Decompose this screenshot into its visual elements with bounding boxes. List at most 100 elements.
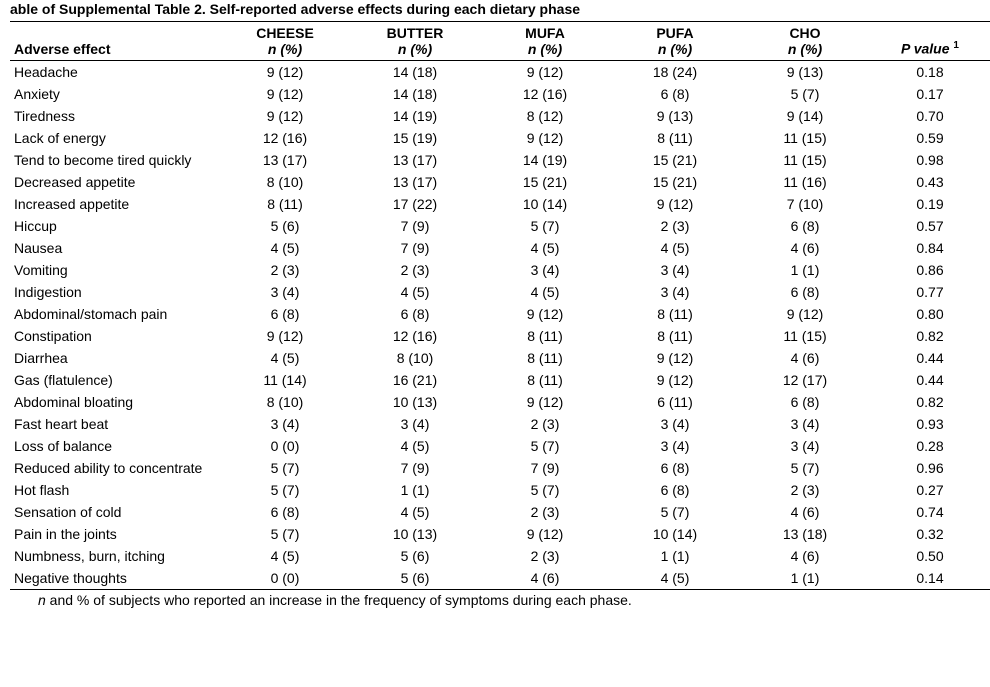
pvalue-cell: 0.77 <box>870 281 990 303</box>
value-cell: 8 (11) <box>480 347 610 369</box>
adverse-effects-table: Adverse effect CHEESE n (%) BUTTER n (%)… <box>10 21 990 590</box>
table-row: Tiredness9 (12)14 (19)8 (12)9 (13)9 (14)… <box>10 105 990 127</box>
adverse-effect-cell: Numbness, burn, itching <box>10 545 220 567</box>
value-cell: 6 (8) <box>740 215 870 237</box>
value-cell: 8 (11) <box>220 193 350 215</box>
value-cell: 4 (5) <box>350 435 480 457</box>
value-cell: 9 (12) <box>220 325 350 347</box>
value-cell: 15 (19) <box>350 127 480 149</box>
pvalue-cell: 0.50 <box>870 545 990 567</box>
value-cell: 4 (6) <box>740 545 870 567</box>
adverse-effect-cell: Indigestion <box>10 281 220 303</box>
pvalue-cell: 0.43 <box>870 171 990 193</box>
value-cell: 8 (12) <box>480 105 610 127</box>
value-cell: 12 (17) <box>740 369 870 391</box>
table-footnote: n and % of subjects who reported an incr… <box>10 590 980 608</box>
value-cell: 2 (3) <box>480 545 610 567</box>
pvalue-cell: 0.86 <box>870 259 990 281</box>
adverse-effect-cell: Hiccup <box>10 215 220 237</box>
pvalue-cell: 0.96 <box>870 457 990 479</box>
table-row: Reduced ability to concentrate5 (7)7 (9)… <box>10 457 990 479</box>
value-cell: 3 (4) <box>610 259 740 281</box>
value-cell: 4 (6) <box>740 237 870 259</box>
adverse-effect-cell: Constipation <box>10 325 220 347</box>
col-header-sub: n (%) <box>484 41 606 57</box>
value-cell: 3 (4) <box>740 435 870 457</box>
pvalue-cell: 0.93 <box>870 413 990 435</box>
adverse-effect-cell: Abdominal bloating <box>10 391 220 413</box>
value-cell: 8 (11) <box>480 325 610 347</box>
col-header-sub: n (%) <box>354 41 476 57</box>
value-cell: 0 (0) <box>220 567 350 590</box>
value-cell: 8 (10) <box>350 347 480 369</box>
pvalue-cell: 0.44 <box>870 347 990 369</box>
value-cell: 12 (16) <box>220 127 350 149</box>
pvalue-cell: 0.59 <box>870 127 990 149</box>
pvalue-cell: 0.80 <box>870 303 990 325</box>
value-cell: 1 (1) <box>740 259 870 281</box>
adverse-effect-cell: Abdominal/stomach pain <box>10 303 220 325</box>
value-cell: 0 (0) <box>220 435 350 457</box>
table-row: Gas (flatulence)11 (14)16 (21)8 (11)9 (1… <box>10 369 990 391</box>
value-cell: 2 (3) <box>740 479 870 501</box>
value-cell: 9 (13) <box>610 105 740 127</box>
value-cell: 2 (3) <box>220 259 350 281</box>
table-row: Nausea4 (5)7 (9)4 (5)4 (5)4 (6)0.84 <box>10 237 990 259</box>
value-cell: 5 (7) <box>740 83 870 105</box>
value-cell: 9 (12) <box>220 105 350 127</box>
value-cell: 7 (9) <box>350 215 480 237</box>
value-cell: 11 (15) <box>740 325 870 347</box>
value-cell: 9 (12) <box>480 523 610 545</box>
value-cell: 5 (6) <box>350 545 480 567</box>
col-header-sub: n (%) <box>224 41 346 57</box>
value-cell: 1 (1) <box>350 479 480 501</box>
table-header-row: Adverse effect CHEESE n (%) BUTTER n (%)… <box>10 22 990 61</box>
table-row: Diarrhea4 (5)8 (10)8 (11)9 (12)4 (6)0.44 <box>10 347 990 369</box>
value-cell: 3 (4) <box>220 413 350 435</box>
value-cell: 16 (21) <box>350 369 480 391</box>
value-cell: 2 (3) <box>350 259 480 281</box>
value-cell: 10 (14) <box>480 193 610 215</box>
pvalue-cell: 0.27 <box>870 479 990 501</box>
adverse-effect-cell: Fast heart beat <box>10 413 220 435</box>
value-cell: 5 (7) <box>480 479 610 501</box>
value-cell: 10 (13) <box>350 523 480 545</box>
col-header-butter: BUTTER n (%) <box>350 22 480 61</box>
value-cell: 6 (8) <box>610 479 740 501</box>
adverse-effect-cell: Pain in the joints <box>10 523 220 545</box>
value-cell: 8 (11) <box>480 369 610 391</box>
pvalue-cell: 0.98 <box>870 149 990 171</box>
value-cell: 6 (8) <box>220 501 350 523</box>
value-cell: 5 (6) <box>350 567 480 590</box>
col-header-label: CHO <box>744 25 866 41</box>
table-title: able of Supplemental Table 2. Self-repor… <box>10 0 980 21</box>
value-cell: 9 (12) <box>220 61 350 84</box>
table-row: Decreased appetite8 (10)13 (17)15 (21)15… <box>10 171 990 193</box>
value-cell: 6 (11) <box>610 391 740 413</box>
value-cell: 9 (12) <box>610 193 740 215</box>
col-header-sub: n (%) <box>744 41 866 57</box>
table-row: Sensation of cold6 (8)4 (5)2 (3)5 (7)4 (… <box>10 501 990 523</box>
adverse-effect-cell: Loss of balance <box>10 435 220 457</box>
col-header-adverse-effect: Adverse effect <box>10 22 220 61</box>
value-cell: 5 (7) <box>480 435 610 457</box>
pvalue-cell: 0.84 <box>870 237 990 259</box>
value-cell: 13 (17) <box>350 149 480 171</box>
table-row: Fast heart beat3 (4)3 (4)2 (3)3 (4)3 (4)… <box>10 413 990 435</box>
table-row: Numbness, burn, itching4 (5)5 (6)2 (3)1 … <box>10 545 990 567</box>
pvalue-cell: 0.70 <box>870 105 990 127</box>
value-cell: 6 (8) <box>220 303 350 325</box>
value-cell: 10 (14) <box>610 523 740 545</box>
pvalue-cell: 0.19 <box>870 193 990 215</box>
value-cell: 9 (12) <box>740 303 870 325</box>
value-cell: 8 (11) <box>610 127 740 149</box>
adverse-effect-cell: Sensation of cold <box>10 501 220 523</box>
value-cell: 5 (7) <box>220 523 350 545</box>
pvalue-cell: 0.44 <box>870 369 990 391</box>
value-cell: 5 (7) <box>220 457 350 479</box>
value-cell: 6 (8) <box>610 83 740 105</box>
value-cell: 9 (12) <box>220 83 350 105</box>
value-cell: 7 (9) <box>480 457 610 479</box>
value-cell: 15 (21) <box>480 171 610 193</box>
value-cell: 9 (12) <box>610 369 740 391</box>
